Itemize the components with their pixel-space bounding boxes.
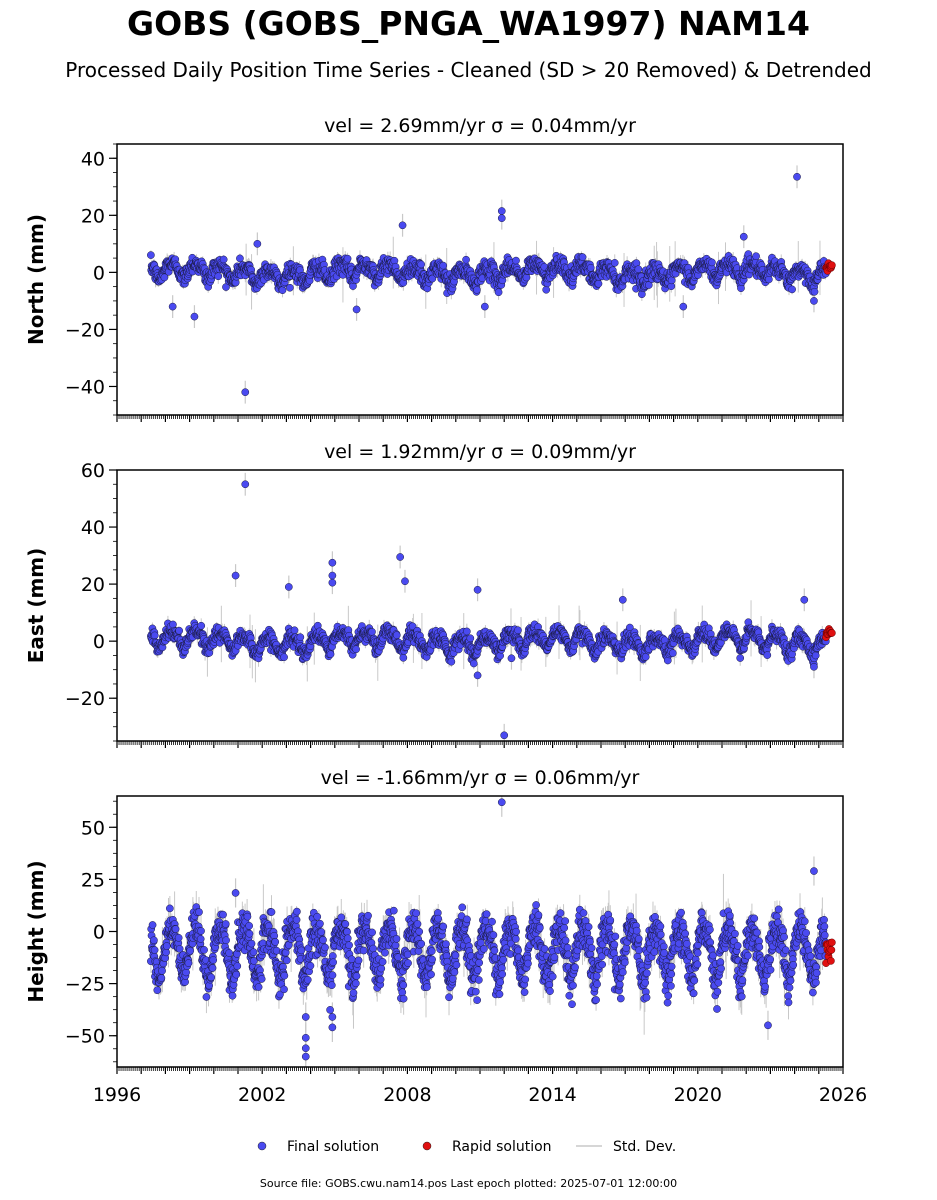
y-tick-label: −20 <box>65 319 105 341</box>
plot-area <box>147 472 836 741</box>
final-point-outlier <box>739 232 748 241</box>
final-point <box>160 273 169 282</box>
final-point <box>296 633 305 642</box>
final-point <box>466 634 475 643</box>
y-tick-label: 40 <box>81 148 105 170</box>
final-solution-points <box>147 480 830 740</box>
final-point-outlier <box>497 214 506 223</box>
final-point <box>462 255 470 264</box>
y-ticks <box>109 143 117 416</box>
final-point-outlier <box>352 305 361 314</box>
final-point <box>462 627 471 636</box>
final-point <box>150 631 159 640</box>
final-point <box>290 626 299 635</box>
final-point <box>514 626 522 635</box>
final-point-outlier <box>480 302 489 311</box>
final-point <box>634 265 643 274</box>
final-point <box>788 285 796 294</box>
final-point <box>175 626 183 635</box>
final-point <box>512 256 520 265</box>
final-point <box>473 286 481 294</box>
final-point <box>668 649 677 657</box>
y-tick-label: 20 <box>81 205 105 227</box>
final-point-outlier <box>679 302 688 311</box>
final-point <box>494 288 503 297</box>
final-point <box>439 261 448 270</box>
panel-1: 40 20 0 −20 −40 vel = 2.69mm/yr σ = 0.04mm/yr… <box>24 115 844 422</box>
panel-title: vel = 2.69mm/yr σ = 0.04mm/yr <box>324 115 636 137</box>
final-point <box>594 279 603 288</box>
final-point-outlier <box>168 302 177 311</box>
final-point <box>368 628 376 636</box>
final-point-outlier <box>398 221 407 230</box>
plot-area <box>147 165 836 404</box>
final-point <box>219 255 228 264</box>
final-point <box>578 253 587 261</box>
final-point <box>392 631 401 639</box>
final-point <box>236 254 244 263</box>
final-point <box>708 258 716 267</box>
rapid-point <box>828 261 836 270</box>
final-point <box>352 645 360 654</box>
final-point <box>542 285 551 294</box>
final-solution-points <box>147 172 830 397</box>
final-point <box>286 283 294 292</box>
final-point <box>610 259 619 267</box>
final-point <box>147 251 155 259</box>
final-point-outlier <box>497 207 506 215</box>
final-point <box>752 252 760 261</box>
final-point <box>278 286 287 295</box>
final-point <box>447 657 456 666</box>
final-point <box>644 281 653 289</box>
final-point-outlier <box>793 172 801 181</box>
final-point <box>667 276 676 285</box>
x-ticks <box>116 415 844 422</box>
final-point <box>343 254 352 263</box>
final-point <box>522 273 531 282</box>
final-point <box>399 653 408 662</box>
final-point-outlier <box>241 388 250 397</box>
y-tick-label: −40 <box>65 376 105 398</box>
final-point <box>810 287 819 296</box>
final-point <box>214 272 223 281</box>
final-point-outlier <box>190 312 199 321</box>
chart-title: GOBS (GOBS_PNGA_WA1997) NAM14 <box>127 4 810 43</box>
final-point <box>326 650 335 659</box>
final-point-outlier <box>810 297 818 305</box>
final-point <box>469 659 478 668</box>
final-point <box>428 274 437 283</box>
y-axis-label: North (mm) <box>24 214 48 345</box>
final-point <box>586 263 595 272</box>
chart-subtitle: Processed Daily Position Time Series - C… <box>65 58 872 82</box>
std-dev-lines <box>150 472 826 741</box>
final-point <box>280 653 288 662</box>
final-point <box>417 260 425 269</box>
y-tick-label: 0 <box>93 262 105 284</box>
final-point-outlier <box>253 239 262 248</box>
final-point <box>197 621 206 630</box>
